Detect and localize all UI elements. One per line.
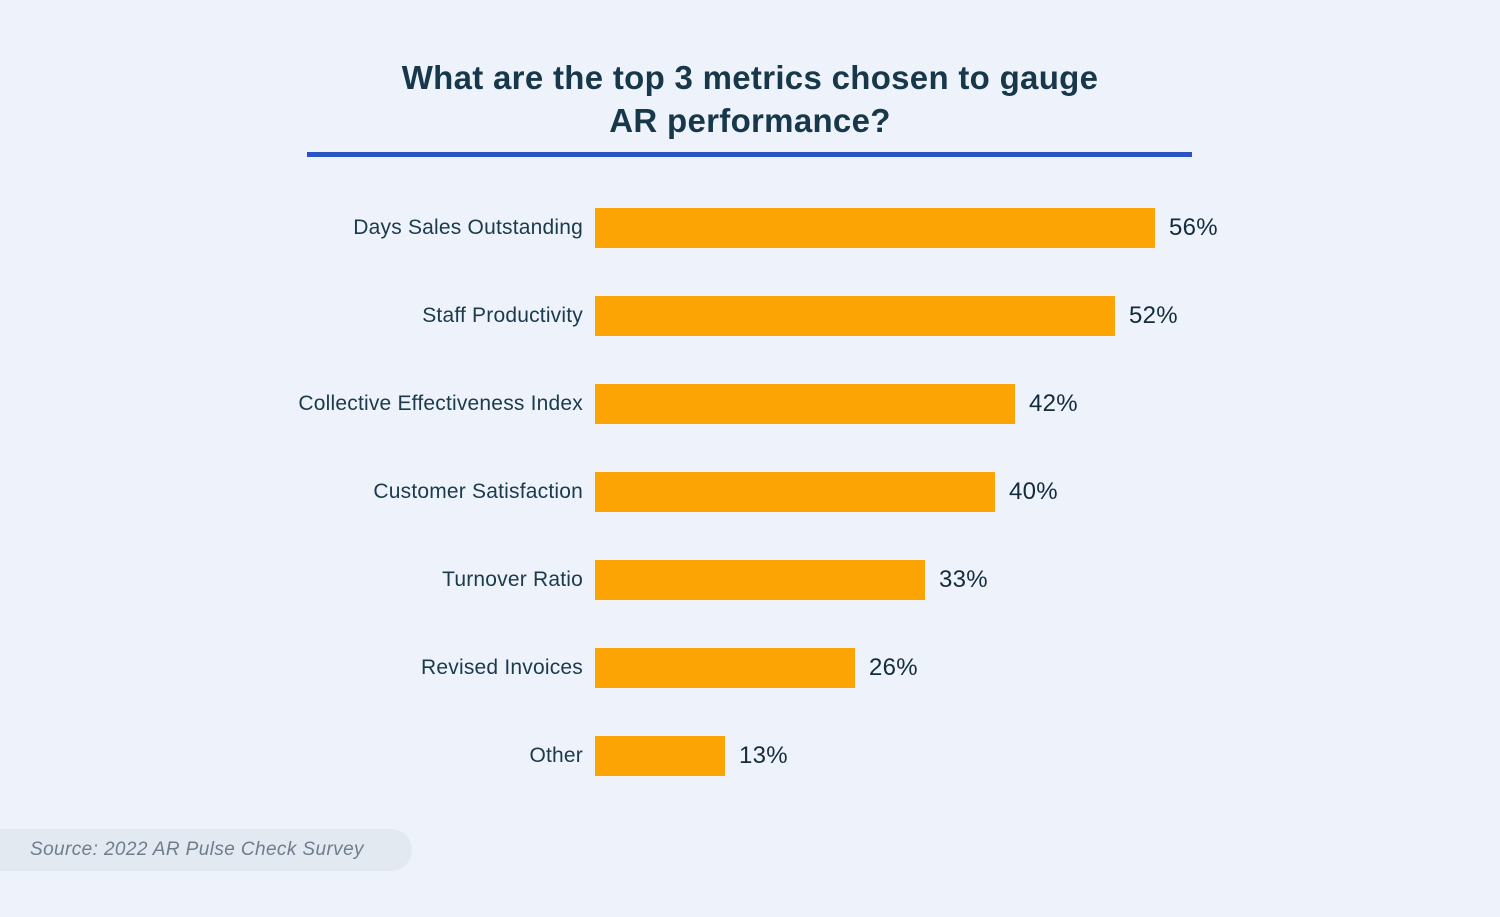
chart-row: Collective Effectiveness Index 42% — [0, 360, 1500, 448]
chart-row: Days Sales Outstanding 56% — [0, 184, 1500, 272]
source-badge: Source: 2022 AR Pulse Check Survey — [0, 829, 412, 871]
chart-row: Staff Productivity 52% — [0, 272, 1500, 360]
bar-category-label: Collective Effectiveness Index — [298, 392, 583, 415]
chart-title: What are the top 3 metrics chosen to gau… — [0, 56, 1500, 142]
bar-value-label: 42% — [1029, 390, 1078, 417]
bar-category-label: Other — [529, 744, 583, 767]
chart-row: Customer Satisfaction 40% — [0, 448, 1500, 536]
bar-value-label: 13% — [739, 742, 788, 769]
bar — [595, 472, 995, 512]
bar-value-label: 52% — [1129, 302, 1178, 329]
bar — [595, 736, 725, 776]
chart-title-line2: AR performance? — [609, 102, 891, 139]
bar-category-label: Revised Invoices — [421, 656, 583, 679]
bar — [595, 208, 1155, 248]
bar-category-label: Staff Productivity — [422, 304, 583, 327]
bar-chart: Days Sales Outstanding 56% Staff Product… — [0, 184, 1500, 800]
bar — [595, 648, 855, 688]
chart-row: Turnover Ratio 33% — [0, 536, 1500, 624]
bar-value-label: 33% — [939, 566, 988, 593]
chart-row: Revised Invoices 26% — [0, 624, 1500, 712]
bar-value-label: 40% — [1009, 478, 1058, 505]
chart-title-line1: What are the top 3 metrics chosen to gau… — [401, 59, 1099, 96]
bar — [595, 384, 1015, 424]
bar — [595, 296, 1115, 336]
bar-value-label: 56% — [1169, 214, 1218, 241]
bar-category-label: Days Sales Outstanding — [353, 216, 583, 239]
bar-category-label: Customer Satisfaction — [373, 480, 583, 503]
chart-row: Other 13% — [0, 712, 1500, 800]
bar-value-label: 26% — [869, 654, 918, 681]
title-underline-rule — [307, 152, 1192, 157]
bar-category-label: Turnover Ratio — [442, 568, 583, 591]
bar — [595, 560, 925, 600]
source-text: Source: 2022 AR Pulse Check Survey — [30, 839, 364, 860]
